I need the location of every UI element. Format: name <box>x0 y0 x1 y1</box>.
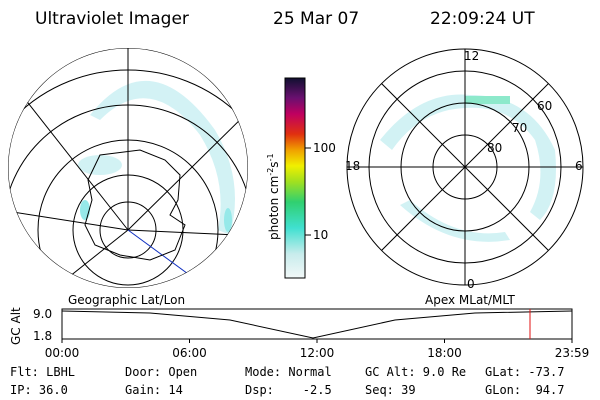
status-field: GC Alt: 9.0 Re <box>365 365 466 379</box>
time: 22:09:24 UT <box>430 9 535 29</box>
mlt-label: 18 <box>345 159 360 173</box>
timeline-title: Apex MLat/MLT <box>425 293 515 307</box>
mlt-label: 12 <box>464 49 479 63</box>
time-tick-label: 06:00 <box>172 346 207 360</box>
status-field: GLon: 94.7 <box>485 383 564 397</box>
mlt-label: 6 <box>575 159 583 173</box>
axis-label: GC Alt <box>9 307 23 345</box>
geo-map <box>8 48 248 288</box>
alt-tick: 9.0 <box>33 307 52 321</box>
status-field: Gain: 14 <box>125 383 183 397</box>
status-field: Seq: 39 <box>365 383 416 397</box>
alt-tick: 1.8 <box>33 329 52 343</box>
timeline-box <box>61 308 573 340</box>
time-tick-label: 12:00 <box>300 346 335 360</box>
colorbar-tick: 10 <box>313 228 328 242</box>
status-field: Flt: LBHL <box>10 365 75 379</box>
status-field: GLat: -73.7 <box>485 365 564 379</box>
date: 25 Mar 07 <box>273 9 359 29</box>
colorbar <box>284 77 306 279</box>
lat-label: 60 <box>537 99 552 113</box>
colorbar-tick: 100 <box>313 141 336 155</box>
lat-label: 70 <box>512 121 527 135</box>
mlt-label: 0 <box>467 277 475 291</box>
altitude-curve <box>61 310 573 339</box>
title: Ultraviolet Imager <box>35 9 189 29</box>
time-tick-label: 23:59 <box>555 346 590 360</box>
status-field: Mode: Normal <box>245 365 332 379</box>
status-field: Door: Open <box>125 365 197 379</box>
lat-label: 80 <box>487 141 502 155</box>
status-field: IP: 36.0 <box>10 383 68 397</box>
timeline-title: Geographic Lat/Lon <box>68 293 185 307</box>
polar-map <box>347 49 583 285</box>
status-field: Dsp: -2.5 <box>245 383 332 397</box>
time-tick-label: 00:00 <box>45 346 80 360</box>
colorbar-label: photon cm-2s-1 <box>266 153 281 240</box>
time-tick-label: 18:00 <box>427 346 462 360</box>
